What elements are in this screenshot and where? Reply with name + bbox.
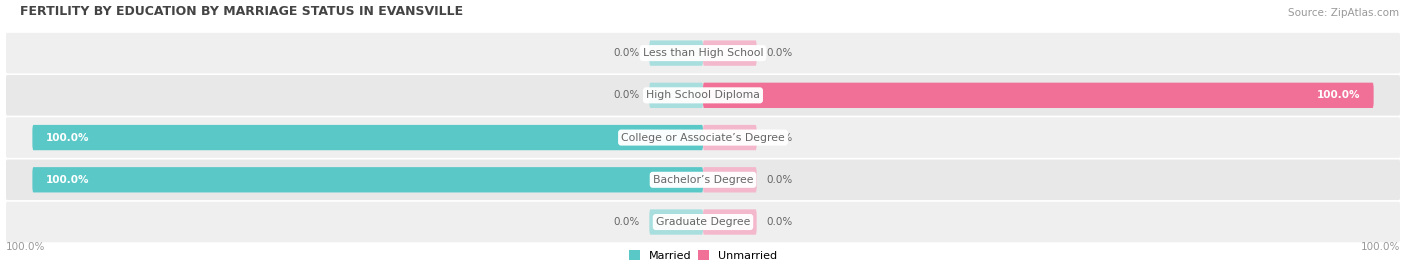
FancyBboxPatch shape xyxy=(703,125,756,150)
Text: Graduate Degree: Graduate Degree xyxy=(655,217,751,227)
FancyBboxPatch shape xyxy=(703,40,756,66)
FancyBboxPatch shape xyxy=(6,117,1400,158)
Text: 100.0%: 100.0% xyxy=(46,175,90,185)
Text: 0.0%: 0.0% xyxy=(613,217,640,227)
Text: 0.0%: 0.0% xyxy=(766,175,793,185)
Text: FERTILITY BY EDUCATION BY MARRIAGE STATUS IN EVANSVILLE: FERTILITY BY EDUCATION BY MARRIAGE STATU… xyxy=(20,5,463,18)
Text: 0.0%: 0.0% xyxy=(766,48,793,58)
FancyBboxPatch shape xyxy=(703,167,756,192)
Text: 100.0%: 100.0% xyxy=(46,133,90,143)
FancyBboxPatch shape xyxy=(6,160,1400,200)
Text: 100.0%: 100.0% xyxy=(6,242,45,252)
FancyBboxPatch shape xyxy=(650,209,703,235)
FancyBboxPatch shape xyxy=(6,33,1400,73)
Text: 100.0%: 100.0% xyxy=(1316,90,1360,100)
FancyBboxPatch shape xyxy=(32,125,703,150)
FancyBboxPatch shape xyxy=(6,75,1400,116)
Text: 0.0%: 0.0% xyxy=(766,217,793,227)
FancyBboxPatch shape xyxy=(32,167,703,192)
Text: 100.0%: 100.0% xyxy=(1361,242,1400,252)
Text: High School Diploma: High School Diploma xyxy=(647,90,759,100)
Legend: Married, Unmarried: Married, Unmarried xyxy=(624,246,782,265)
Text: Less than High School: Less than High School xyxy=(643,48,763,58)
FancyBboxPatch shape xyxy=(650,40,703,66)
Text: 0.0%: 0.0% xyxy=(766,133,793,143)
FancyBboxPatch shape xyxy=(703,83,1374,108)
Text: Bachelor’s Degree: Bachelor’s Degree xyxy=(652,175,754,185)
FancyBboxPatch shape xyxy=(650,83,703,108)
Text: 0.0%: 0.0% xyxy=(613,90,640,100)
Text: Source: ZipAtlas.com: Source: ZipAtlas.com xyxy=(1288,8,1399,18)
FancyBboxPatch shape xyxy=(6,202,1400,242)
Text: College or Associate’s Degree: College or Associate’s Degree xyxy=(621,133,785,143)
Text: 0.0%: 0.0% xyxy=(613,48,640,58)
FancyBboxPatch shape xyxy=(703,209,756,235)
